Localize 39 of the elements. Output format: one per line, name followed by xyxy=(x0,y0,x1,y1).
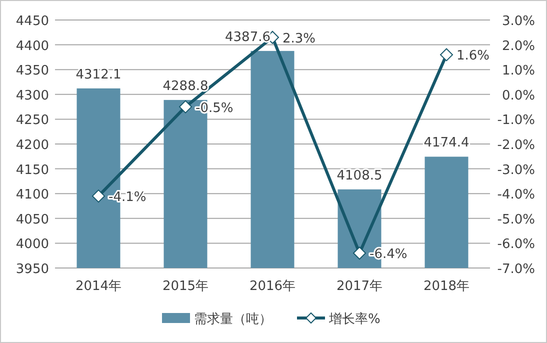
x-tick-label: 2018年 xyxy=(423,279,470,294)
y-tick-label: 4300 xyxy=(16,88,49,104)
y-tick-label: 4450 xyxy=(16,14,49,29)
y2-tick-label: -7.0% xyxy=(497,262,535,277)
y-tick-label: 4000 xyxy=(16,237,49,252)
y2-tick-label: -2.0% xyxy=(497,138,535,153)
y-tick-label: 4100 xyxy=(16,188,49,203)
y-tick-label: 4350 xyxy=(16,64,49,79)
y-tick-label: 4250 xyxy=(16,113,49,128)
x-tick-label: 2016年 xyxy=(249,279,296,294)
data-label: 2.3% xyxy=(282,31,316,46)
y-tick-label: 4150 xyxy=(16,162,49,178)
y-tick-label: 3950 xyxy=(16,262,49,277)
data-label: 4108.5 xyxy=(336,168,382,184)
y2-tick-label: 3.0% xyxy=(502,14,535,29)
y2-tick-label: -1.0% xyxy=(497,113,535,128)
point xyxy=(440,48,453,62)
y-tick-label: 4400 xyxy=(16,38,49,54)
y-tick-label: 4200 xyxy=(16,138,49,153)
y2-tick-label: -4.0% xyxy=(497,188,535,203)
data-label: 1.6% xyxy=(456,48,490,64)
legend-label: 增长率% xyxy=(328,311,380,327)
data-label: 4312.1 xyxy=(76,67,122,82)
point xyxy=(353,246,366,260)
y2-tick-label: -5.0% xyxy=(497,212,535,228)
point xyxy=(92,190,105,203)
x-tick-label: 2015年 xyxy=(162,279,209,294)
data-label: 4174.4 xyxy=(424,136,470,151)
y2-tick-label: -6.0% xyxy=(497,237,535,252)
x-tick-label: 2017年 xyxy=(336,279,383,294)
y2-tick-label: 1.0% xyxy=(502,64,535,79)
point xyxy=(179,100,192,114)
y2-tick-label: -3.0% xyxy=(497,162,535,178)
y-tick-label: 4050 xyxy=(16,212,49,228)
data-label: 4288.8 xyxy=(162,78,208,94)
y2-tick-label: 2.0% xyxy=(502,38,535,54)
y2-tick-label: 0.0% xyxy=(502,88,535,104)
x-tick-label: 2014年 xyxy=(75,279,122,294)
legend-label: 需求量（吨） xyxy=(194,312,272,327)
